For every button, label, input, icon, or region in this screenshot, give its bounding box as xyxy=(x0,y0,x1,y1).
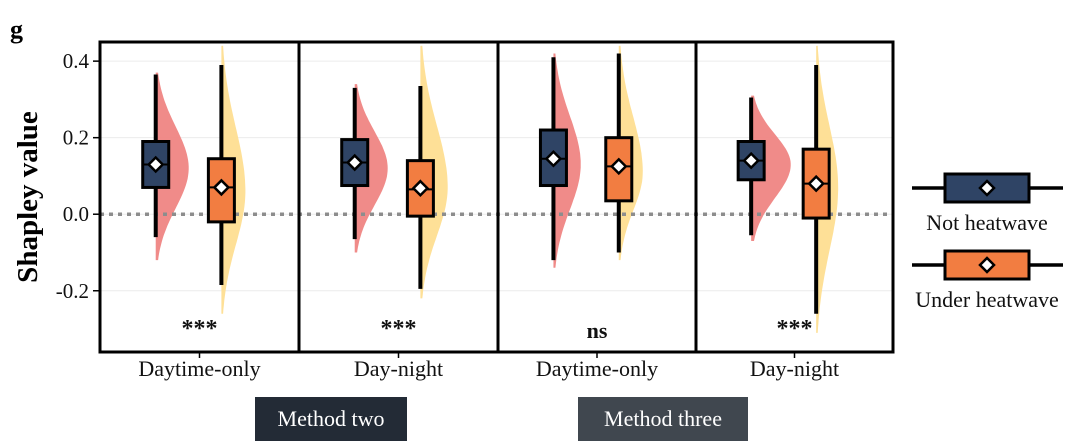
legend-under-heatwave-mean-marker xyxy=(978,256,996,274)
x-tick-label-4: Day-night xyxy=(750,356,839,381)
axes: -0.2 0.0 0.2 0.4 Daytime-only Day-night Daytim… xyxy=(56,49,839,381)
panel-frame-1 xyxy=(98,40,301,354)
panel3-not-heatwave-mean-marker xyxy=(544,149,563,168)
legend-not-heatwave-label: Not heatwave xyxy=(926,210,1048,235)
significance-label-3: ns xyxy=(587,318,608,343)
method-two-label: Method two xyxy=(277,406,385,431)
legend: Not heatwave Under heatwave xyxy=(912,172,1063,312)
method-two-box: Method two xyxy=(255,397,407,441)
panel1-not-heatwave-mean-marker xyxy=(146,155,165,174)
y-tick-label-0: -0.2 xyxy=(56,279,89,303)
panel4-not-heatwave-mean-marker xyxy=(742,151,760,170)
significance-label-1: *** xyxy=(182,316,218,342)
panel1-under-heatwave-mean-marker xyxy=(212,178,231,197)
method-three-label: Method three xyxy=(604,406,722,431)
panel2-not-heatwave-mean-marker xyxy=(345,153,364,172)
legend-not-heatwave-mean-marker xyxy=(978,179,996,197)
y-tick-label-1: 0.0 xyxy=(63,202,89,226)
significance-label-4: *** xyxy=(777,316,813,342)
legend-under-heatwave-label: Under heatwave xyxy=(915,287,1059,312)
x-tick-label-2: Day-night xyxy=(354,356,443,381)
panel2-not-heatwave-density xyxy=(354,84,388,253)
panel2-under-heatwave-mean-marker xyxy=(411,179,430,197)
panel-frame-3 xyxy=(496,40,698,354)
panel4-not-heatwave-density xyxy=(751,95,791,242)
y-tick-label-2: 0.2 xyxy=(63,126,89,150)
panel3-under-heatwave-mean-marker xyxy=(610,157,628,176)
panel-frame-4 xyxy=(694,40,895,354)
boxplots xyxy=(141,53,831,314)
y-axis-title: Shapley value xyxy=(12,111,44,283)
panel4-under-heatwave-mean-marker xyxy=(807,174,825,193)
x-tick-label-3: Daytime-only xyxy=(536,356,658,381)
x-tick-label-1: Daytime-only xyxy=(138,356,260,381)
significance-label-2: *** xyxy=(381,316,417,342)
annotation-layer: *** *** ns *** xyxy=(182,316,813,343)
method-three-box: Method three xyxy=(578,397,748,441)
panel-frame-2 xyxy=(297,40,500,354)
panel-letter: g xyxy=(10,15,23,44)
y-tick-label-3: 0.4 xyxy=(63,49,90,73)
